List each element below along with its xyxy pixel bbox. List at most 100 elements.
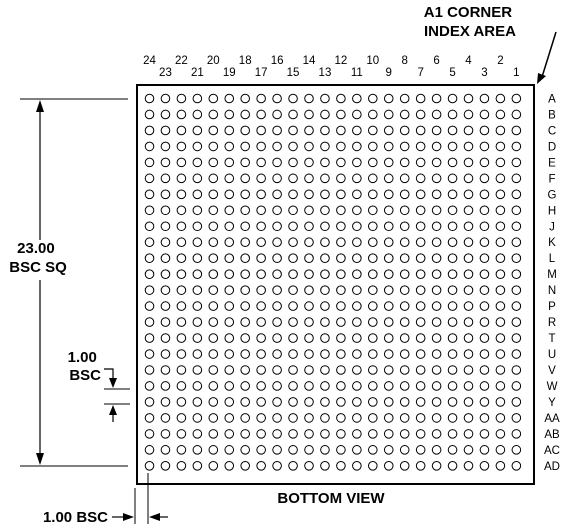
- solder-ball-M22: [176, 269, 187, 279]
- solder-ball-J3: [479, 221, 490, 232]
- solder-ball-K6: [431, 237, 442, 248]
- solder-ball-R20: [208, 317, 219, 327]
- solder-ball-AB14: [304, 429, 314, 439]
- solder-ball-D17: [256, 141, 266, 152]
- solder-ball-C15: [288, 125, 298, 136]
- solder-ball-Y4: [463, 397, 474, 407]
- solder-ball-D2: [495, 141, 506, 152]
- solder-ball-AA22: [176, 413, 187, 423]
- solder-ball-A4: [463, 93, 474, 104]
- solder-ball-N8: [399, 285, 410, 295]
- solder-ball-N19: [224, 285, 235, 295]
- row-label-R: R: [548, 317, 556, 329]
- solder-ball-E7: [415, 157, 426, 168]
- solder-ball-D12: [336, 141, 346, 152]
- solder-ball-F6: [431, 173, 442, 184]
- solder-ball-G8: [399, 189, 410, 200]
- solder-ball-C24: [144, 125, 155, 136]
- solder-ball-AB12: [336, 429, 346, 439]
- column-label-18: 18: [239, 55, 252, 67]
- solder-ball-AD15: [288, 461, 298, 471]
- solder-ball-G22: [176, 189, 187, 200]
- solder-ball-C11: [352, 125, 362, 136]
- solder-ball-H24: [144, 205, 155, 216]
- solder-ball-AA11: [352, 413, 362, 423]
- solder-ball-H4: [463, 205, 474, 216]
- solder-ball-AA1: [511, 413, 522, 423]
- solder-ball-F24: [144, 173, 155, 184]
- solder-ball-W9: [383, 381, 394, 391]
- solder-ball-U10: [368, 349, 378, 359]
- solder-ball-Y14: [304, 397, 314, 407]
- solder-ball-AB7: [415, 429, 426, 439]
- solder-ball-G11: [352, 189, 362, 200]
- solder-ball-B9: [383, 109, 394, 120]
- solder-ball-H15: [288, 205, 298, 216]
- solder-ball-Y18: [240, 397, 250, 407]
- column-label-11: 11: [351, 67, 363, 79]
- solder-ball-P18: [240, 301, 250, 311]
- solder-ball-U6: [431, 349, 442, 359]
- column-label-6: 6: [433, 55, 439, 67]
- solder-ball-N2: [495, 285, 506, 295]
- solder-ball-A20: [208, 93, 219, 104]
- row-label-Y: Y: [548, 397, 556, 409]
- solder-ball-L4: [463, 253, 474, 264]
- solder-ball-AD21: [192, 461, 203, 471]
- row-label-J: J: [549, 221, 555, 233]
- solder-ball-AB17: [256, 429, 266, 439]
- solder-ball-H10: [368, 205, 378, 216]
- solder-ball-C3: [479, 125, 490, 136]
- solder-ball-B12: [336, 109, 346, 120]
- solder-ball-W3: [479, 381, 490, 391]
- solder-ball-P19: [224, 301, 235, 311]
- solder-ball-E21: [192, 157, 203, 168]
- solder-ball-AD16: [272, 461, 282, 471]
- solder-ball-A3: [479, 93, 490, 104]
- row-label-E: E: [548, 157, 556, 169]
- solder-ball-R16: [272, 317, 282, 327]
- solder-ball-J18: [240, 221, 250, 232]
- solder-ball-E5: [447, 157, 458, 168]
- solder-ball-A17: [256, 93, 266, 104]
- solder-ball-Y7: [415, 397, 426, 407]
- solder-ball-AB23: [160, 429, 171, 439]
- solder-ball-U19: [224, 349, 235, 359]
- solder-ball-F4: [463, 173, 474, 184]
- solder-ball-F8: [399, 173, 410, 184]
- solder-ball-T4: [463, 333, 474, 343]
- solder-ball-AD13: [320, 461, 330, 471]
- solder-ball-F3: [479, 173, 490, 184]
- solder-ball-N7: [415, 285, 426, 295]
- solder-ball-T24: [144, 333, 155, 343]
- solder-ball-AA2: [495, 413, 506, 423]
- solder-ball-AD14: [304, 461, 314, 471]
- column-label-21: 21: [191, 67, 204, 79]
- solder-ball-Y19: [224, 397, 235, 407]
- solder-ball-L22: [176, 253, 187, 264]
- solder-ball-B19: [224, 109, 235, 120]
- solder-ball-B18: [240, 109, 250, 120]
- solder-ball-P8: [399, 301, 410, 311]
- solder-ball-N10: [368, 285, 378, 295]
- solder-ball-G2: [495, 189, 506, 200]
- solder-ball-J10: [368, 221, 378, 232]
- solder-ball-G14: [304, 189, 314, 200]
- solder-ball-F22: [176, 173, 187, 184]
- solder-ball-B8: [399, 109, 410, 120]
- solder-ball-R22: [176, 317, 187, 327]
- solder-ball-G4: [463, 189, 474, 200]
- solder-ball-B14: [304, 109, 314, 120]
- solder-ball-F10: [368, 173, 378, 184]
- column-label-9: 9: [386, 67, 392, 79]
- solder-ball-C4: [463, 125, 474, 136]
- solder-ball-D22: [176, 141, 187, 152]
- solder-ball-R12: [336, 317, 346, 327]
- solder-ball-B24: [144, 109, 155, 120]
- solder-ball-E13: [320, 157, 330, 168]
- solder-ball-L17: [256, 253, 266, 264]
- solder-ball-AB21: [192, 429, 203, 439]
- solder-ball-P9: [383, 301, 394, 311]
